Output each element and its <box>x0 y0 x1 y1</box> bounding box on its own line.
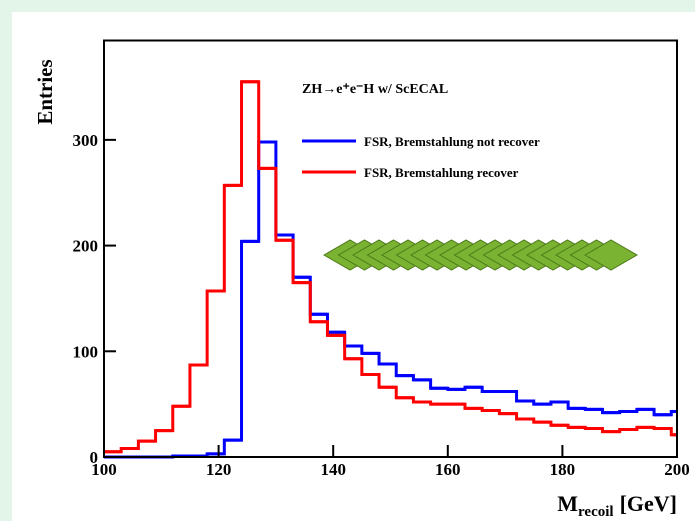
x-label-unit: [GeV] <box>620 491 677 516</box>
x-axis-label: Mrecoil [GeV] <box>557 491 677 520</box>
y-tick-label: 300 <box>73 131 99 150</box>
x-label-sub: recoil <box>578 504 614 520</box>
step-connector <box>104 140 677 459</box>
chevron <box>583 239 639 271</box>
y-tick-label: 100 <box>73 342 99 361</box>
y-tick-label: 200 <box>73 237 99 256</box>
x-tick-label: 100 <box>91 460 117 479</box>
step-connector <box>104 80 677 454</box>
x-tick-label: 180 <box>550 460 576 479</box>
plot-frame <box>103 39 678 458</box>
y-axis-label: Entries <box>33 59 57 124</box>
x-tick-label: 140 <box>320 460 346 479</box>
annotation: ZH→e⁺e⁻H w/ ScECAL <box>302 82 448 97</box>
x-tick-label: 160 <box>435 460 461 479</box>
x-tick-label: 120 <box>206 460 232 479</box>
x-tick-label: 200 <box>664 460 690 479</box>
y-tick-label: 0 <box>90 448 99 467</box>
legend-label: FSR, Bremstahlung not recover <box>364 134 540 149</box>
decoration <box>322 239 639 271</box>
legend-label: FSR, Bremstahlung recover <box>364 165 519 180</box>
x-label-main: M <box>557 491 578 516</box>
